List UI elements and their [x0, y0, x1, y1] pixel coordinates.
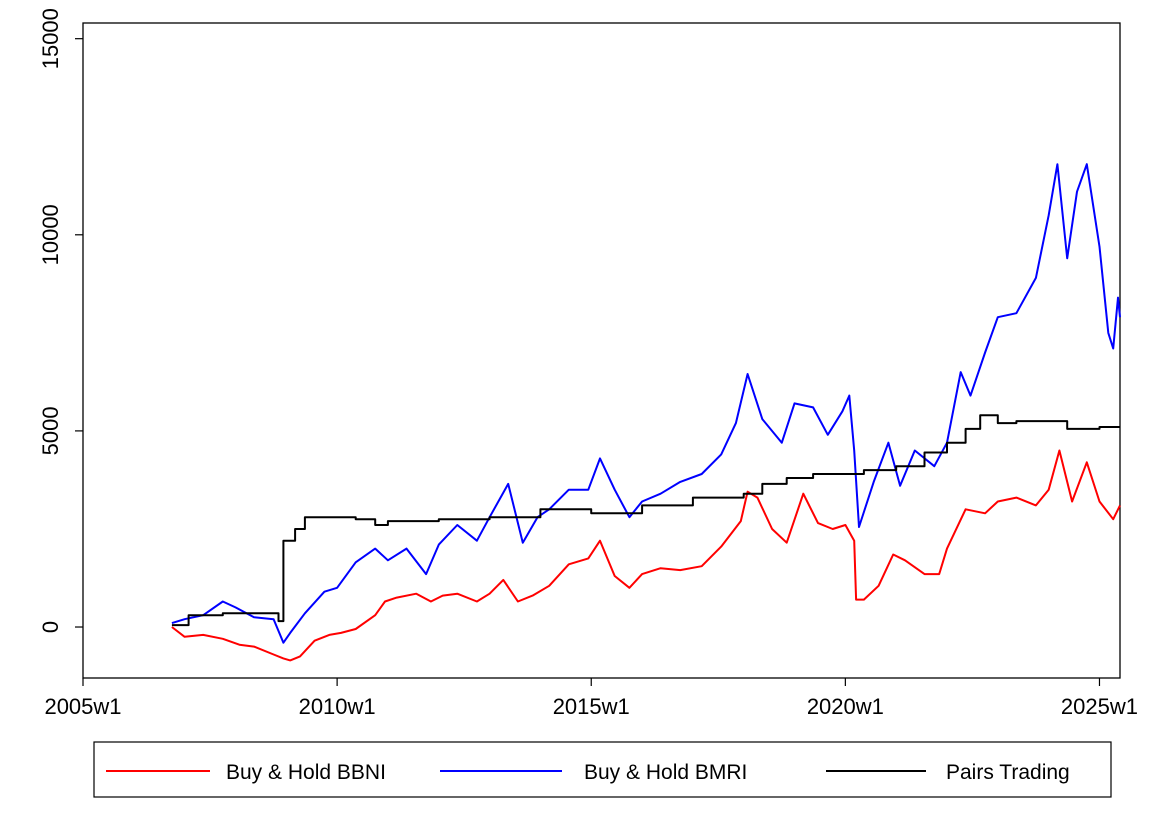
legend-label-bmri: Buy & Hold BMRI	[584, 761, 747, 784]
legend-item-bbni: Buy & Hold BBNI	[106, 761, 386, 784]
series-line-bmri	[171, 163, 1121, 644]
legend-item-bmri: Buy & Hold BMRI	[440, 761, 747, 784]
x-tick-label: 2005w1	[44, 694, 121, 719]
legend-item-pairs: Pairs Trading	[826, 761, 1070, 784]
x-axis: 2005w1 2010w1 2015w1 2020w1 2025w1	[44, 678, 1138, 719]
legend-label-pairs: Pairs Trading	[946, 761, 1070, 784]
y-axis: 0 5000 10000 15000	[38, 8, 83, 633]
y-tick-label: 10000	[38, 204, 63, 265]
x-tick-label: 2020w1	[807, 694, 884, 719]
legend-label-bbni: Buy & Hold BBNI	[226, 761, 386, 784]
y-tick-label: 5000	[38, 406, 63, 455]
series-layer	[171, 163, 1121, 662]
legend: Buy & Hold BBNI Buy & Hold BMRI Pairs Tr…	[93, 741, 1112, 798]
series-line-bbni	[171, 449, 1121, 662]
series-line-pairs-trading	[171, 414, 1120, 627]
plot-frame	[82, 22, 1121, 679]
y-tick-label: 15000	[38, 8, 63, 69]
y-tick-label: 0	[38, 621, 63, 633]
legend-frame	[93, 741, 1112, 798]
x-tick-label: 2015w1	[553, 694, 630, 719]
x-tick-label: 2025w1	[1061, 694, 1138, 719]
x-tick-label: 2010w1	[299, 694, 376, 719]
